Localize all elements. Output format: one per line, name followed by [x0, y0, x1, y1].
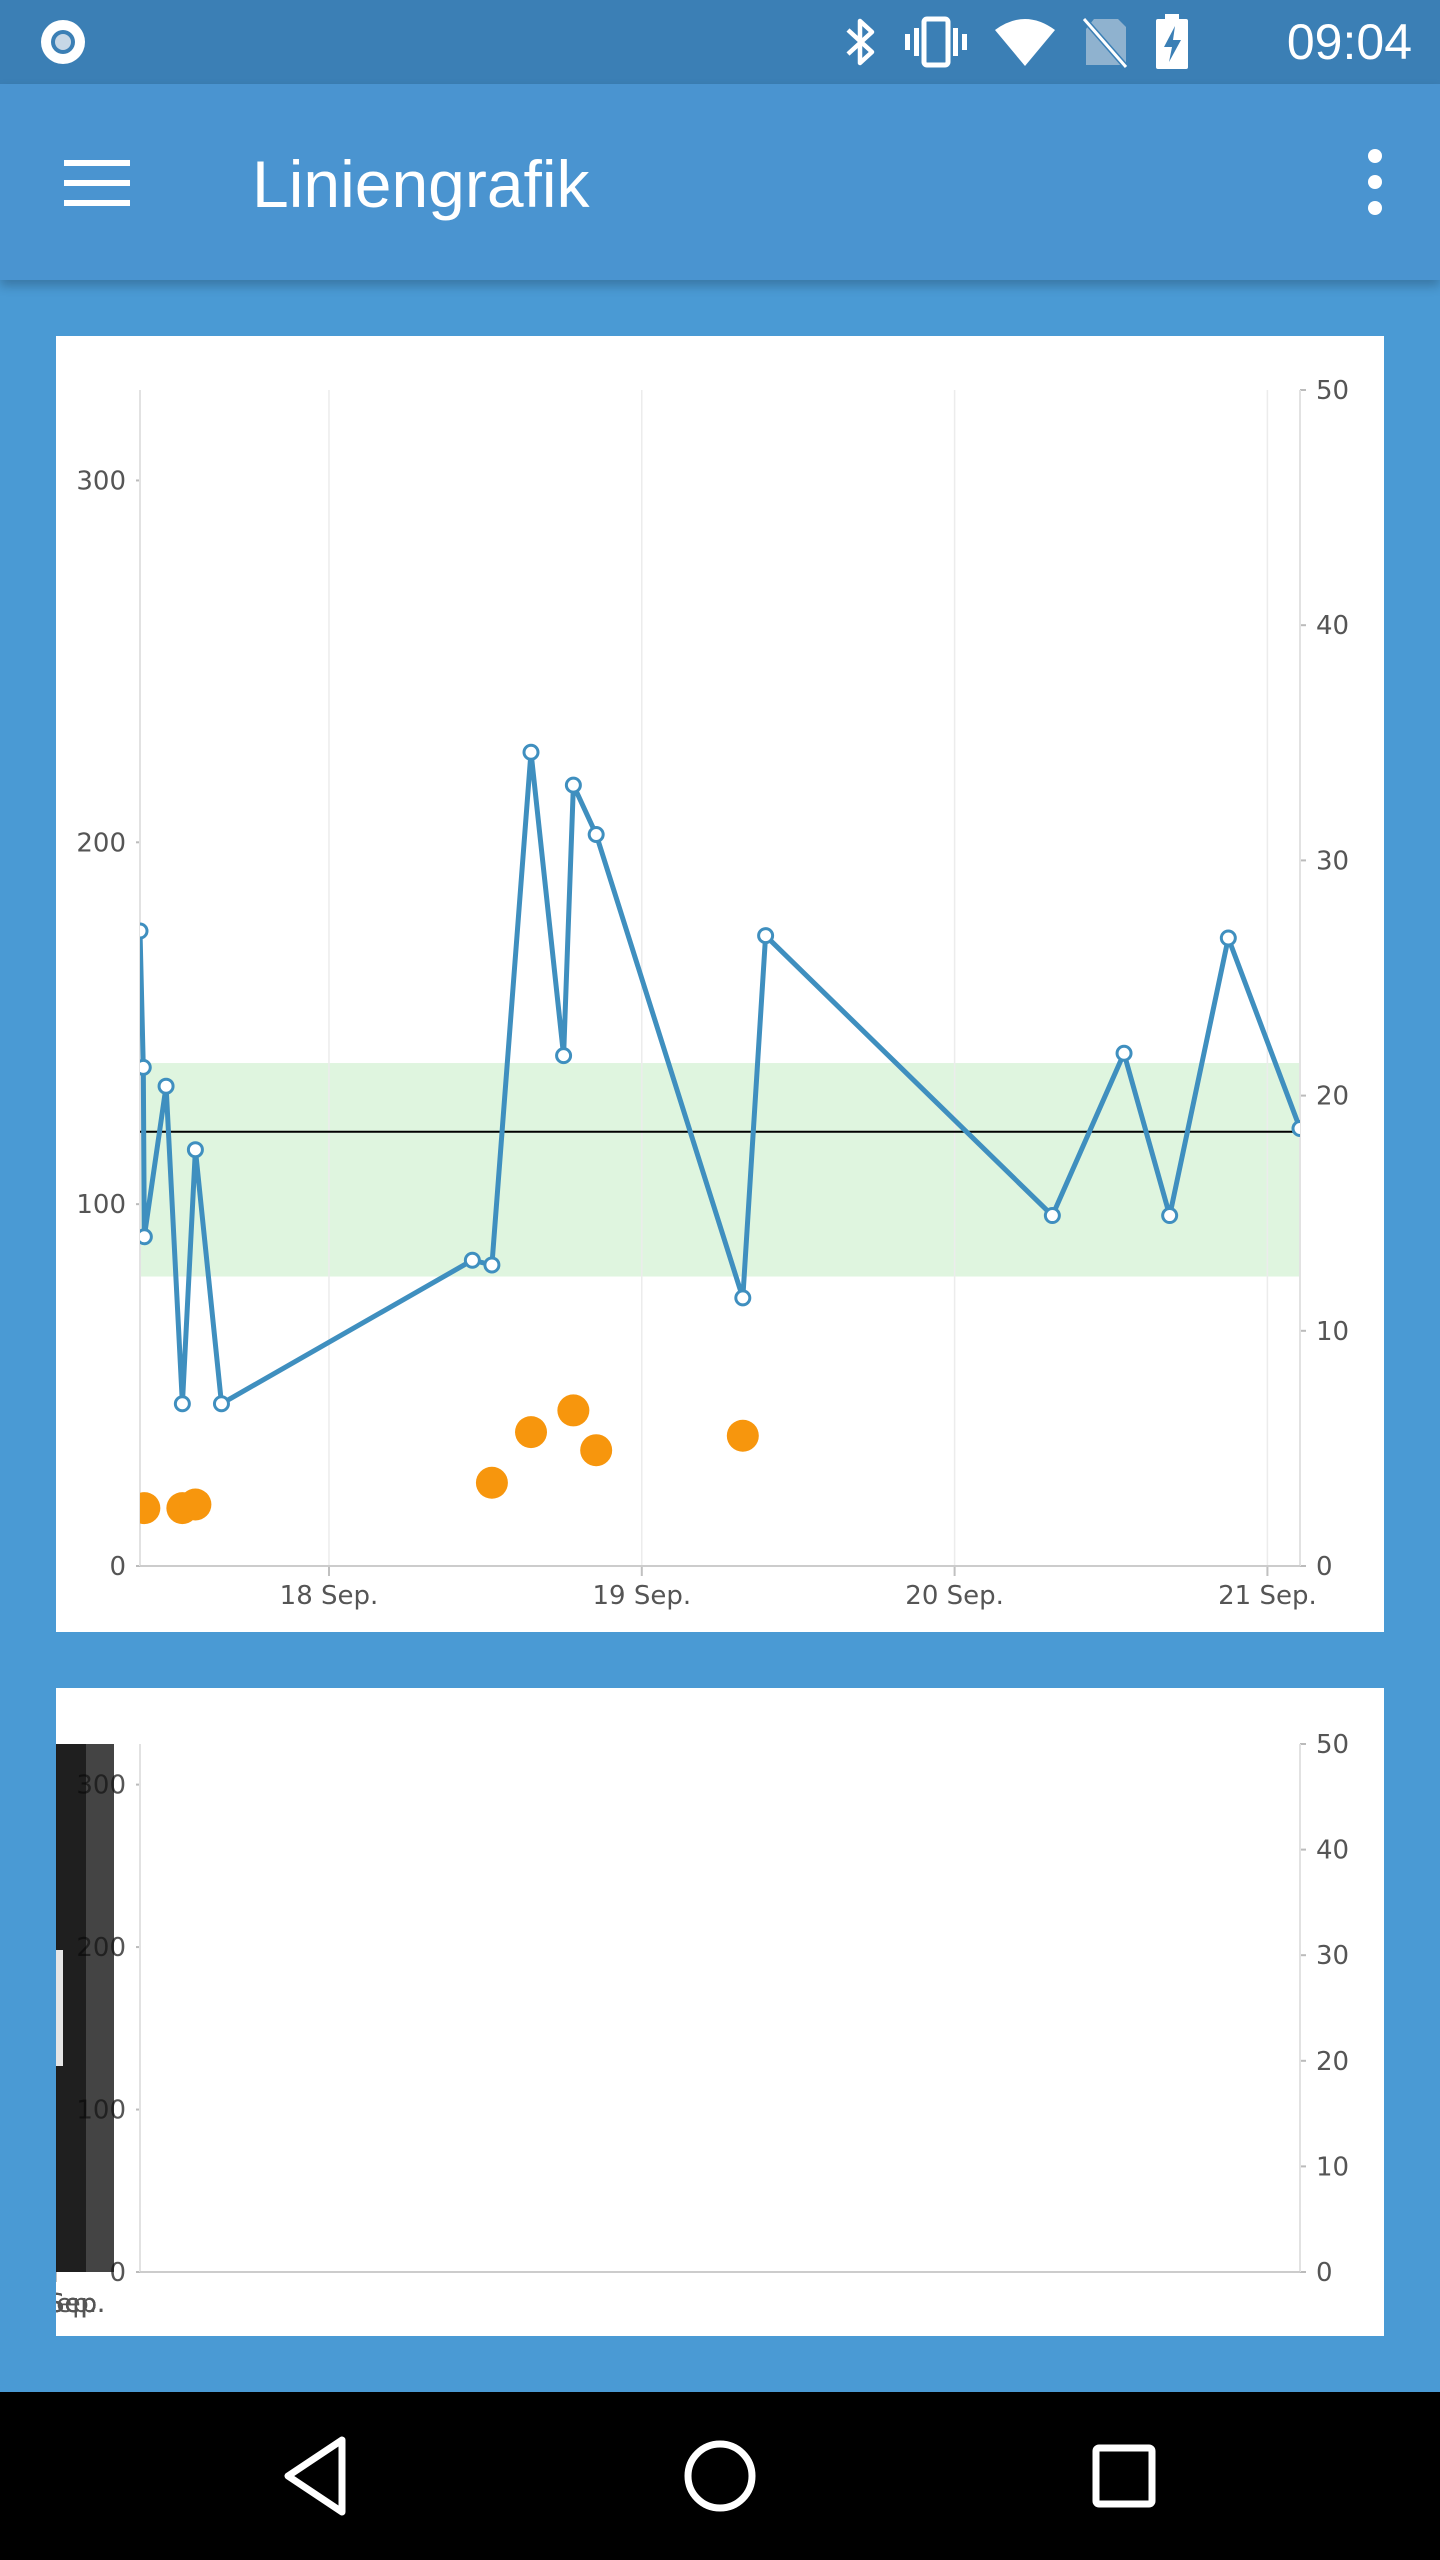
y-right-tick-label: 40 — [1316, 611, 1349, 641]
series-line — [140, 749, 1300, 1407]
vibrate-icon — [905, 16, 967, 68]
y-left-tick-label: 200 — [76, 828, 126, 858]
y-right-tick-label: 30 — [1316, 846, 1349, 876]
more-vertical-icon[interactable] — [1350, 142, 1400, 222]
bluetooth-icon — [846, 18, 875, 66]
scatter-point — [515, 1416, 548, 1449]
scatter-point — [475, 1466, 508, 1499]
scatter-point — [179, 1488, 212, 1521]
navigator-chart[interactable]: 5 Sep.13 Sep.21 Sep.29 Sep.0100200300010… — [7, 1688, 1384, 2336]
series-point — [1291, 1120, 1300, 1138]
y-right-tick-label: 0 — [1316, 1552, 1333, 1582]
hamburger-menu-icon[interactable] — [52, 148, 142, 218]
app-notification-icon — [41, 20, 85, 64]
series-point — [587, 826, 605, 844]
y-right-tick-label: 10 — [1316, 2152, 1349, 2182]
series-point — [483, 1256, 501, 1274]
y-right-tick-label: 20 — [1316, 2047, 1349, 2077]
y-right-tick-label: 10 — [1316, 1317, 1349, 1347]
series-point — [734, 1289, 752, 1307]
scatter-point — [140, 1492, 161, 1525]
wifi-icon — [995, 19, 1055, 66]
series-point — [564, 776, 582, 794]
no-sim-icon — [1082, 17, 1128, 69]
main-chart-card: 18 Sep. 19 Sep. 20 Sep. 21 Sep. 0 100 200 300 0 1… — [56, 336, 1384, 1632]
x-tick-label: 20 Sep. — [905, 1581, 1004, 1611]
y-right-tick-label: 0 — [1316, 2258, 1333, 2288]
status-time: 09:04 — [1286, 14, 1412, 70]
x-tick-label: 29 Sep. — [56, 2289, 105, 2319]
y-right-tick-label: 30 — [1316, 1941, 1349, 1971]
scatter-point — [557, 1394, 590, 1427]
series-point — [212, 1395, 230, 1413]
scatter-point — [580, 1434, 613, 1467]
plot-band — [140, 1063, 1300, 1277]
y-right-tick-label: 40 — [1316, 1836, 1349, 1866]
series-point — [186, 1141, 204, 1159]
y-right-tick-label: 50 — [1316, 1730, 1349, 1760]
recent-apps-icon[interactable] — [1074, 2426, 1174, 2526]
x-tick-label: 18 Sep. — [280, 1581, 379, 1611]
x-tick-label: 21 Sep. — [1218, 1581, 1317, 1611]
range-grip — [56, 1950, 63, 2066]
series-point — [463, 1251, 481, 1269]
system-navigation-bar — [0, 2392, 1440, 2560]
x-tick-label: 19 Sep. — [592, 1581, 691, 1611]
series-point — [522, 743, 540, 761]
y-left-tick-label: 300 — [76, 466, 126, 496]
range-handle-right[interactable] — [56, 1744, 114, 2272]
series-point — [140, 1058, 152, 1076]
series-point — [1043, 1207, 1061, 1225]
scatter-point — [726, 1419, 759, 1452]
y-right-tick-label: 20 — [1316, 1082, 1349, 1112]
navigator-chart-card: 5 Sep.13 Sep.21 Sep.29 Sep.0100200300010… — [7, 1688, 1384, 2336]
back-icon[interactable] — [266, 2426, 366, 2526]
battery-charging-icon — [1156, 14, 1188, 69]
series-point — [1161, 1207, 1179, 1225]
series-point — [173, 1395, 191, 1413]
series-point — [1115, 1044, 1133, 1062]
series-point — [140, 922, 149, 940]
series-point — [757, 927, 775, 945]
y-left-tick-label: 0 — [109, 1552, 126, 1582]
series-point — [140, 1228, 153, 1246]
range-handle-body — [56, 1744, 114, 2272]
series-point — [1219, 929, 1237, 947]
home-icon[interactable] — [670, 2426, 770, 2526]
series-point — [555, 1047, 573, 1065]
series-point — [157, 1077, 175, 1095]
y-left-tick-label: 100 — [76, 1190, 126, 1220]
app-bar: Liniengrafik — [0, 84, 1440, 280]
main-chart[interactable]: 18 Sep. 19 Sep. 20 Sep. 21 Sep.010020030001… — [56, 336, 1384, 1632]
page-title: Liniengrafik — [252, 147, 590, 221]
y-right-tick-label: 50 — [1316, 376, 1349, 406]
status-bar: 09:04 — [0, 0, 1440, 84]
